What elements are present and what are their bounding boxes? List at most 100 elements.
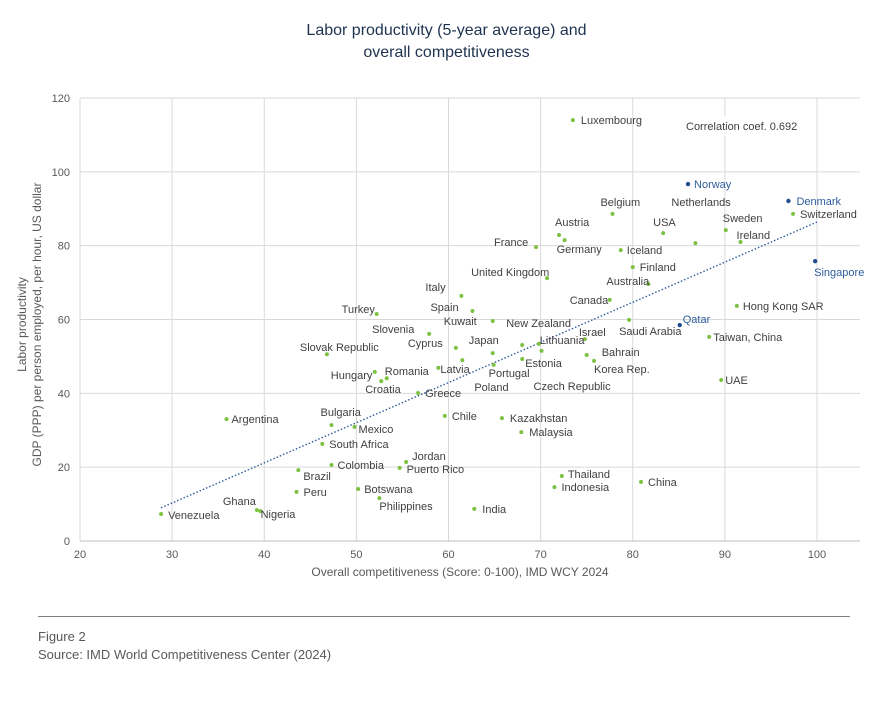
point-taiwan-china xyxy=(707,334,712,339)
point-label-turkey: Turkey xyxy=(342,304,376,316)
point-label-south-africa: South Africa xyxy=(329,439,389,451)
point-cyprus xyxy=(453,345,458,350)
point-puerto-rico xyxy=(397,465,402,470)
y-tick-label: 80 xyxy=(58,241,70,253)
point-label-bahrain: Bahrain xyxy=(602,347,640,359)
point-label-saudi-arabia: Saudi Arabia xyxy=(619,326,682,338)
point-label-puerto-rico: Puerto Rico xyxy=(407,464,464,476)
correlation-annotation: Correlation coef. 0.692 xyxy=(686,121,797,133)
point-romania xyxy=(384,376,389,381)
point-label-iceland: Iceland xyxy=(627,245,662,257)
point-label-hungary: Hungary xyxy=(331,370,373,382)
point-denmark xyxy=(786,198,791,204)
point-finland xyxy=(630,265,635,270)
chart-title-line-1: Labor productivity (5-year average) and xyxy=(306,22,587,39)
point-label-venezuela: Venezuela xyxy=(168,510,220,522)
point-label-cyprus: Cyprus xyxy=(408,338,443,350)
point-label-latvia: Latvia xyxy=(440,364,470,376)
point-turkey xyxy=(374,311,379,316)
point-label-italy: Italy xyxy=(425,282,446,294)
point-label-germany: Germany xyxy=(557,244,603,256)
figure-label: Figure 2 xyxy=(38,629,86,644)
trendline xyxy=(160,221,818,509)
x-tick-label: 60 xyxy=(442,549,454,561)
figure-source: Source: IMD World Competitiveness Center… xyxy=(38,647,332,662)
point-label-israel: Israel xyxy=(579,327,606,339)
point-label-indonesia: Indonesia xyxy=(561,482,610,494)
point-label-bulgaria: Bulgaria xyxy=(321,407,362,419)
point-label-malaysia: Malaysia xyxy=(529,427,573,439)
point-kuwait xyxy=(490,318,495,323)
point-label-uae: UAE xyxy=(725,375,748,387)
x-tick-label: 100 xyxy=(808,549,826,561)
point-norway xyxy=(685,181,691,187)
x-tick-label: 30 xyxy=(166,549,178,561)
point-slovak-republic xyxy=(324,352,329,357)
y-tick-label: 20 xyxy=(58,462,70,474)
point-germany xyxy=(562,238,567,243)
point-label-korea-rep: Korea Rep. xyxy=(594,364,650,376)
point-label-thailand: Thailand xyxy=(568,469,610,481)
points-group xyxy=(159,118,818,517)
point-italy xyxy=(459,293,464,298)
point-korea-rep xyxy=(592,358,597,363)
point-label-japan: Japan xyxy=(469,335,499,347)
point-botswana xyxy=(356,486,361,491)
point-label-denmark: Denmark xyxy=(796,196,841,208)
point-label-france: France xyxy=(494,237,528,249)
point-france xyxy=(534,245,539,250)
point-label-colombia: Colombia xyxy=(338,460,385,472)
point-mexico xyxy=(352,424,357,429)
point-uae xyxy=(719,378,724,383)
point-luxembourg xyxy=(570,118,575,123)
point-label-argentina: Argentina xyxy=(231,414,279,426)
point-label-poland: Poland xyxy=(474,382,508,394)
y-axis-title-line-1: Labor productivity xyxy=(15,277,29,372)
point-label-spain: Spain xyxy=(430,302,458,314)
point-switzerland xyxy=(791,211,796,216)
chart-title-line-2: overall competitiveness xyxy=(363,44,530,61)
point-new-zealand xyxy=(520,342,525,347)
point-label-croatia: Croatia xyxy=(365,384,401,396)
point-label-luxembourg: Luxembourg xyxy=(581,115,642,127)
point-canada xyxy=(607,297,612,302)
point-label-australia: Australia xyxy=(606,276,650,288)
grid-lines xyxy=(80,97,860,541)
point-saudi-arabia xyxy=(627,317,632,322)
point-ghana xyxy=(254,507,259,512)
point-israel xyxy=(582,337,587,342)
x-tick-label: 70 xyxy=(535,549,547,561)
point-japan xyxy=(490,351,495,356)
point-venezuela xyxy=(159,512,164,517)
point-singapore xyxy=(812,258,818,264)
point-label-chile: Chile xyxy=(452,411,477,423)
point-label-nigeria: Nigeria xyxy=(261,509,297,521)
point-ireland xyxy=(738,239,743,244)
point-label-sweden: Sweden xyxy=(723,213,763,225)
point-malaysia xyxy=(519,430,524,435)
trendline-group xyxy=(160,221,818,509)
point-label-kazakhstan: Kazakhstan xyxy=(510,413,567,425)
point-label-greece: Greece xyxy=(425,388,461,400)
point-spain xyxy=(470,309,475,314)
point-thailand xyxy=(559,474,564,479)
point-slovenia xyxy=(427,331,432,336)
point-estonia xyxy=(520,357,525,362)
y-tick-label: 60 xyxy=(58,315,70,327)
annotation-background xyxy=(678,116,812,136)
point-label-brazil: Brazil xyxy=(303,471,331,483)
point-label-mexico: Mexico xyxy=(359,424,394,436)
point-label-philippines: Philippines xyxy=(379,501,433,513)
x-tick-label: 80 xyxy=(627,549,639,561)
point-hungary xyxy=(372,369,377,374)
point-label-kuwait: Kuwait xyxy=(444,316,477,328)
y-tick-label: 120 xyxy=(52,93,70,105)
point-philippines xyxy=(377,496,382,501)
point-jordan xyxy=(404,459,409,464)
x-tick-label: 90 xyxy=(719,549,731,561)
y-axis-title-line-2: GDP (PPP) per person employed, per hour,… xyxy=(30,183,44,467)
point-label-new-zealand: New Zealand xyxy=(506,318,571,330)
y-tick-label: 100 xyxy=(52,167,70,179)
scatter-chart: 20 30 40 50 60 70 80 90 100 0 20 40 60 80 100 120 Luxem… xyxy=(15,93,864,579)
